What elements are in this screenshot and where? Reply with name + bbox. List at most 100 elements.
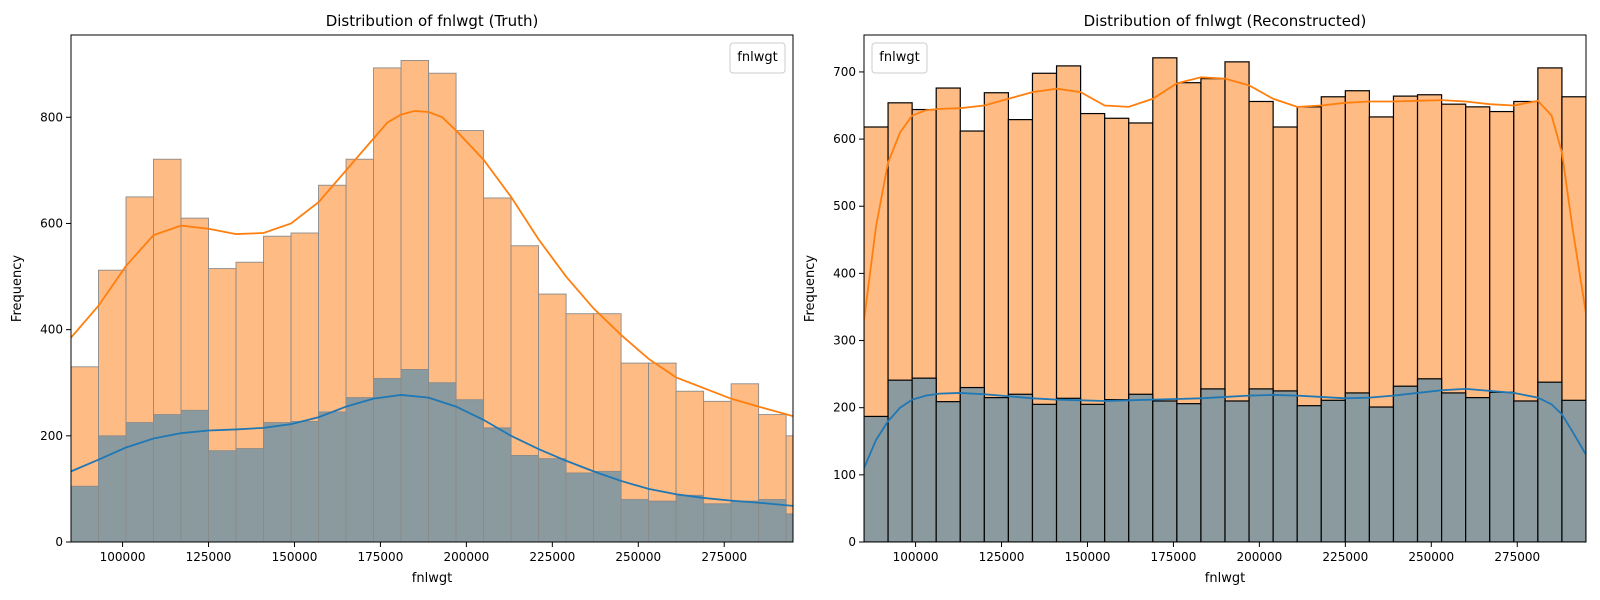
y-tick-label: 600	[40, 216, 63, 230]
hist-bar-s1-10	[1104, 399, 1130, 542]
x-tick-label: 250000	[1408, 550, 1454, 564]
hist-bar-s1-7	[235, 448, 264, 542]
hist-bar-s1-26	[1489, 391, 1515, 542]
hist-bar-s1-6	[1007, 393, 1034, 542]
hist-bar-s1-9	[290, 421, 319, 542]
hist-bar-s1-23	[675, 494, 705, 542]
axes-frame	[863, 34, 1587, 543]
y-tick-label: 500	[833, 199, 856, 213]
hist-bar-s1-14	[1200, 388, 1226, 542]
x-tick-label: 100000	[100, 550, 146, 564]
hist-bar-s1-1	[887, 379, 913, 542]
kde-line-s1	[864, 387, 1586, 469]
hist-bar-s1-24	[1440, 392, 1467, 542]
kde-line-s0	[864, 76, 1586, 321]
chart-title: Distribution of fnlwgt (Reconstructed)	[1084, 12, 1367, 30]
hist-bar-s1-27	[1513, 400, 1539, 542]
x-tick-label: 275000	[701, 550, 747, 564]
x-tick-label: 150000	[1065, 550, 1111, 564]
y-axis-label: Frequency	[10, 255, 25, 322]
hist-bar-s1-2	[98, 435, 127, 542]
legend-title: fnlwgt	[879, 50, 919, 65]
y-tick-label: 700	[833, 65, 856, 79]
hist-bar-s1-28	[1537, 381, 1563, 542]
hist-bar-s1-29	[1561, 399, 1586, 542]
hist-bar-s1-2	[911, 377, 937, 542]
y-tick-label: 300	[833, 334, 856, 348]
hist-bar-s1-21	[620, 499, 650, 542]
hist-bar-s1-4	[959, 386, 985, 542]
hist-bar-s1-18	[1296, 405, 1322, 542]
hist-bar-s1-0	[71, 480, 72, 542]
hist-bar-s1-17	[510, 455, 540, 542]
y-tick-label: 200	[40, 429, 63, 443]
x-tick-label: 150000	[272, 550, 318, 564]
y-tick-label: 600	[833, 132, 856, 146]
chart-title: Distribution of fnlwgt (Truth)	[326, 12, 539, 30]
hist-bar-s1-7	[1031, 403, 1058, 542]
legend: fnlwgt	[729, 42, 786, 74]
x-tick-label: 125000	[186, 550, 232, 564]
plot-area	[71, 60, 793, 542]
x-axis-label: fnlwgt	[412, 571, 452, 586]
x-tick-label: 175000	[358, 550, 404, 564]
x-tick-label: 125000	[979, 550, 1025, 564]
hist-bar-s1-25	[730, 500, 760, 542]
hist-bar-s1-8	[1055, 397, 1082, 542]
y-tick-label: 0	[55, 535, 63, 549]
x-tick-label: 225000	[529, 550, 575, 564]
plot-area	[864, 57, 1586, 542]
hist-bar-s1-26	[758, 499, 787, 542]
y-tick-label: 0	[848, 535, 856, 549]
chart-panel-1: 100000 125000 150000 175000 200000 225000 2500…	[803, 12, 1587, 586]
x-axis-label: fnlwgt	[1205, 571, 1245, 586]
x-tick-label: 225000	[1322, 550, 1368, 564]
hist-bar-s1-22	[648, 500, 677, 542]
y-tick-label: 100	[833, 468, 856, 482]
hist-bar-s1-1	[71, 485, 99, 542]
hist-bar-s1-21	[1368, 406, 1395, 542]
hist-bar-s1-14	[428, 382, 457, 542]
legend: fnlwgt	[871, 42, 928, 74]
hist-bar-s1-16	[483, 427, 512, 542]
hist-bar-s1-12	[1152, 400, 1178, 542]
chart-panel-0: 100000 125000 150000 175000 200000 225000 2500…	[10, 12, 794, 586]
hist-bar-s1-9	[1079, 403, 1106, 542]
y-tick-label: 400	[40, 323, 63, 337]
hist-bar-s1-15	[1224, 400, 1250, 542]
hist-bar-s1-12	[373, 378, 402, 542]
x-tick-label: 100000	[893, 550, 939, 564]
x-tick-label: 275000	[1494, 550, 1540, 564]
x-tick-label: 200000	[443, 550, 489, 564]
hist-bar-s0-0	[71, 363, 72, 542]
hist-bar-s1-0	[864, 415, 889, 542]
hist-bar-s1-8	[263, 422, 292, 542]
hist-bar-s1-19	[1320, 399, 1346, 542]
y-tick-label: 200	[833, 401, 856, 415]
hist-bar-s1-6	[208, 450, 237, 542]
hist-bar-s1-17	[1272, 390, 1298, 542]
hist-bar-s1-16	[1248, 388, 1274, 542]
hist-bar-s1-18	[538, 458, 567, 542]
hist-bar-s1-20	[593, 470, 622, 542]
hist-bar-s1-24	[703, 503, 732, 542]
hist-bar-s1-11	[345, 397, 375, 542]
y-axis-label: Frequency	[803, 255, 818, 322]
y-tick-label: 800	[40, 110, 63, 124]
hist-bar-s1-15	[455, 399, 485, 542]
x-tick-label: 200000	[1236, 550, 1282, 564]
kde-line-s1	[71, 394, 793, 507]
x-tick-label: 175000	[1151, 550, 1197, 564]
hist-bar-s1-22	[1392, 385, 1419, 542]
hist-bar-s1-3	[935, 401, 961, 542]
hist-bar-s1-13	[1176, 403, 1202, 542]
hist-bar-s1-27	[785, 513, 793, 542]
hist-bar-s1-23	[1416, 378, 1443, 542]
legend-box	[729, 42, 786, 74]
axes-frame	[70, 34, 794, 543]
y-tick-label: 400	[833, 266, 856, 280]
hist-bar-s1-19	[565, 472, 595, 542]
hist-bar-s1-11	[1128, 393, 1154, 542]
legend-title: fnlwgt	[737, 50, 777, 65]
